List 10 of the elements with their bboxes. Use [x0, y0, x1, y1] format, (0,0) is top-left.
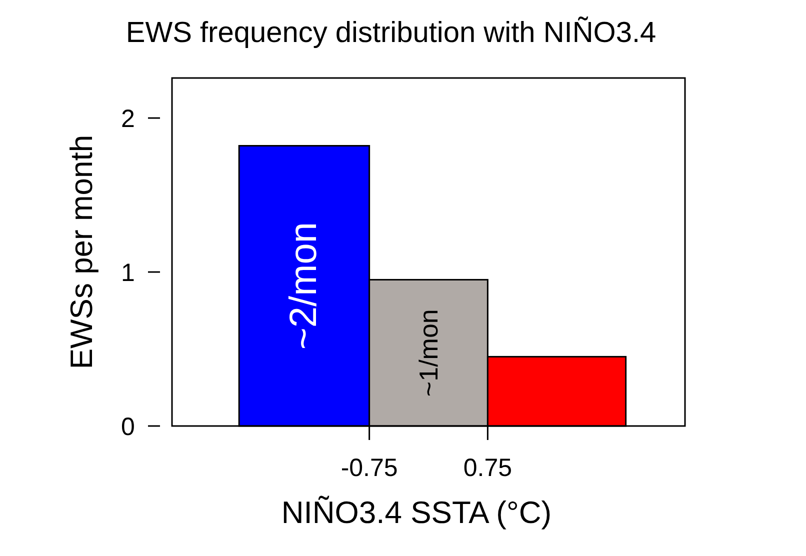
y-axis-title: EWSs per month — [64, 134, 99, 370]
x-tick-label: 0.75 — [463, 454, 512, 482]
annotation: ~2/mon — [283, 222, 326, 350]
y-tick-label: 2 — [121, 105, 135, 134]
x-axis-title: NIÑO3.4 SSTA (°C) — [281, 495, 552, 530]
y-tick-label: 1 — [121, 259, 135, 288]
annotation: ~1/mon — [414, 309, 444, 397]
x-tick-label: -0.75 — [340, 454, 398, 482]
y-tick-label: 0 — [121, 413, 135, 441]
chart-title: EWS frequency distribution with NIÑO3.4 — [126, 16, 656, 49]
